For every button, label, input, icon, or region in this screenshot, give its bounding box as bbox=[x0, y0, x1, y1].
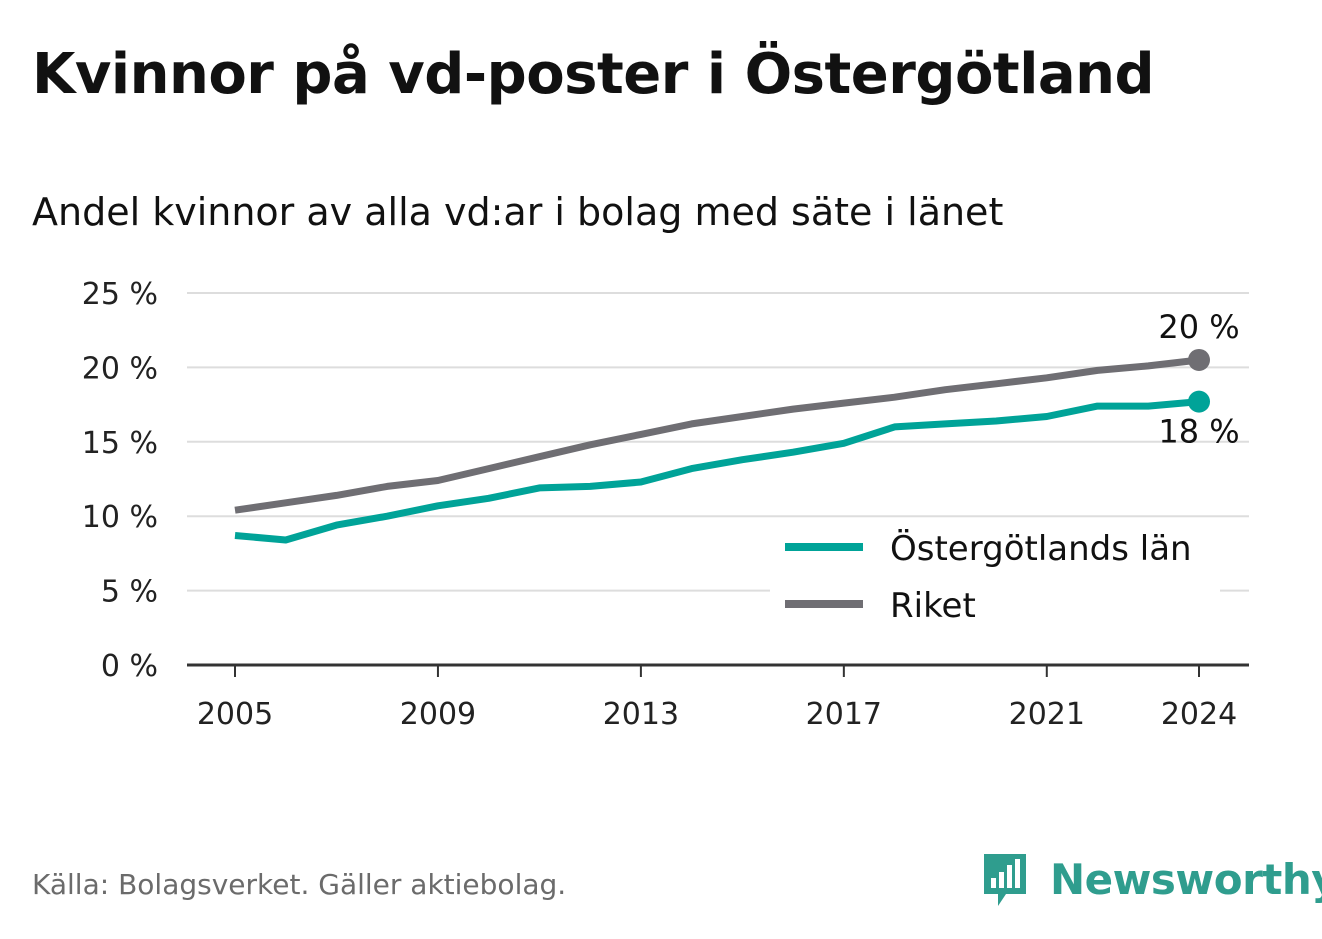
y-tick-label: 0 % bbox=[101, 649, 158, 684]
y-tick-label: 15 % bbox=[82, 426, 158, 461]
newsworthy-icon bbox=[984, 854, 1026, 906]
x-tick-label: 2009 bbox=[400, 697, 476, 732]
legend-label-riket: Riket bbox=[890, 586, 976, 626]
x-tick-label: 2021 bbox=[1009, 697, 1085, 732]
x-axis-ticks: 2005 2009 2013 2017 2021 2024 bbox=[197, 665, 1237, 732]
chart-title: Kvinnor på vd-poster i Östergötland bbox=[32, 42, 1155, 107]
x-tick-label: 2013 bbox=[603, 697, 679, 732]
brand-logo: Newsworthy bbox=[980, 850, 1322, 908]
y-axis-ticks: 0 % 5 % 10 % 15 % 20 % 25 % bbox=[82, 277, 158, 684]
end-markers: 18 % 20 % bbox=[1158, 308, 1239, 451]
y-tick-label: 25 % bbox=[82, 277, 158, 312]
y-tick-label: 10 % bbox=[82, 500, 158, 535]
legend: Östergötlands län Riket bbox=[785, 528, 1192, 626]
line-chart: 0 % 5 % 10 % 15 % 20 % 25 % Östergötlands län… bbox=[82, 277, 1249, 732]
x-tick-label: 2005 bbox=[197, 697, 273, 732]
source-note: Källa: Bolagsverket. Gäller aktiebolag. bbox=[32, 868, 567, 901]
y-tick-label: 20 % bbox=[82, 351, 158, 386]
chart-subtitle: Andel kvinnor av alla vd:ar i bolag med … bbox=[32, 190, 1004, 234]
legend-background bbox=[770, 520, 1220, 630]
end-label-1: 20 % bbox=[1158, 308, 1239, 346]
brand-name: Newsworthy bbox=[1050, 854, 1322, 904]
legend-label-ostergotland: Östergötlands län bbox=[890, 528, 1192, 569]
series-line-0 bbox=[234, 398, 1200, 544]
x-tick-label: 2017 bbox=[806, 697, 882, 732]
end-marker-0 bbox=[1188, 390, 1210, 413]
end-marker-1 bbox=[1188, 348, 1210, 371]
x-tick-label: 2024 bbox=[1161, 697, 1237, 732]
series-line-1 bbox=[234, 356, 1200, 514]
y-tick-label: 5 % bbox=[101, 575, 158, 610]
end-label-0: 18 % bbox=[1158, 413, 1239, 451]
series-lines bbox=[234, 356, 1200, 544]
grid-lines bbox=[187, 292, 1249, 592]
